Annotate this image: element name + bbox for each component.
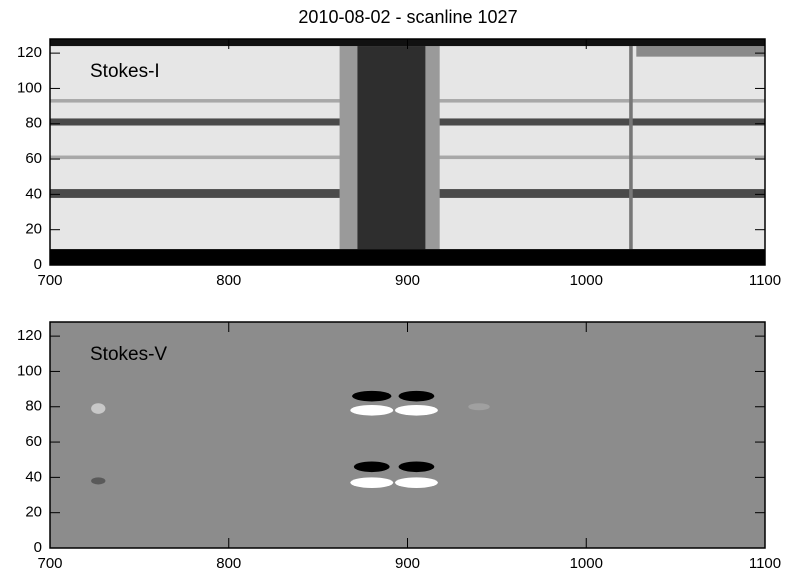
y-tick-label: 100 xyxy=(17,362,42,379)
y-tick-label: 80 xyxy=(25,115,42,132)
y-tick-label: 120 xyxy=(17,327,42,344)
signal-blob xyxy=(350,477,394,488)
y-tick-label: 40 xyxy=(25,468,42,485)
signal-blob xyxy=(394,404,438,416)
panel-label: Stokes-V xyxy=(90,344,167,365)
signal-blob xyxy=(352,390,392,402)
x-tick-label: 1100 xyxy=(749,555,781,572)
image-band xyxy=(629,46,633,250)
signal-blob xyxy=(468,403,490,411)
x-tick-label: 800 xyxy=(216,272,241,289)
x-tick-label: 1000 xyxy=(570,555,603,572)
y-tick-label: 100 xyxy=(17,79,42,96)
image-band xyxy=(636,46,765,57)
y-tick-label: 60 xyxy=(25,433,42,450)
image-band xyxy=(357,46,426,250)
signal-blob xyxy=(353,461,390,473)
signal-blob xyxy=(91,403,106,414)
x-tick-label: 1000 xyxy=(570,272,603,289)
image-background xyxy=(50,322,765,548)
y-tick-label: 0 xyxy=(34,539,42,556)
signal-blob xyxy=(394,477,438,488)
signal-blob xyxy=(398,461,435,473)
y-tick-label: 20 xyxy=(25,504,42,521)
y-tick-label: 40 xyxy=(25,185,42,202)
x-tick-label: 900 xyxy=(395,555,420,572)
signal-blob xyxy=(398,390,435,402)
plot-area xyxy=(50,322,765,548)
y-tick-label: 0 xyxy=(34,256,42,273)
panel-label: Stokes-I xyxy=(90,61,160,82)
y-tick-label: 20 xyxy=(25,221,42,238)
x-tick-label: 1100 xyxy=(749,272,781,289)
x-tick-label: 900 xyxy=(395,272,420,289)
x-tick-label: 700 xyxy=(37,272,62,289)
x-tick-label: 700 xyxy=(37,555,62,572)
y-tick-label: 80 xyxy=(25,398,42,415)
y-tick-label: 60 xyxy=(25,150,42,167)
signal-blob xyxy=(91,477,106,485)
signal-blob xyxy=(350,404,394,416)
x-tick-label: 800 xyxy=(216,555,241,572)
chart-title: 2010-08-02 - scanline 1027 xyxy=(298,7,517,27)
y-tick-label: 120 xyxy=(17,44,42,61)
